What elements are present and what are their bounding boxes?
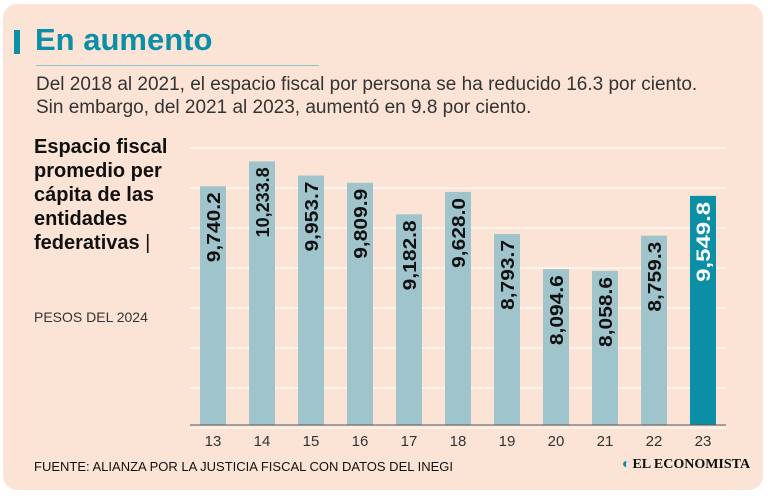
- subtitle-line-1: Del 2018 al 2021, el espacio fiscal por …: [36, 74, 698, 95]
- data-label: 8,058.6: [596, 277, 616, 347]
- brand-logo: ◐ EL ECONOMISTA: [622, 457, 750, 473]
- x-tick-label: 19: [499, 433, 516, 450]
- unit-label: PESOS DEL 2024: [34, 309, 148, 325]
- bar: [641, 235, 667, 425]
- data-label: 9,182.8: [400, 220, 420, 290]
- x-tick-label: 13: [205, 433, 222, 450]
- x-tick-label: 17: [401, 433, 418, 450]
- x-tick-label: 21: [597, 433, 614, 450]
- bar: [494, 233, 520, 425]
- x-tick-label: 22: [646, 433, 663, 450]
- bar: [592, 270, 618, 425]
- data-label: 8,094.6: [547, 275, 567, 345]
- bar: [298, 175, 324, 425]
- brand-mark-icon: ◐: [622, 457, 631, 472]
- data-label: 9,809.9: [351, 189, 371, 259]
- subtitle-line-2: Sin embargo, del 2021 al 2023, aumentó e…: [36, 97, 532, 118]
- bar: [249, 161, 275, 425]
- bar: [543, 269, 569, 425]
- bar: [347, 182, 373, 425]
- brand-name: EL ECONOMISTA: [632, 457, 751, 472]
- data-label: 10,233.8: [253, 167, 273, 237]
- side-title-text: Espacio fiscal promedio per cápita de la…: [34, 136, 168, 254]
- data-label: 9,740.2: [204, 192, 224, 262]
- source-note: FUENTE: ALIANZA POR LA JUSTICIA FISCAL C…: [34, 459, 453, 474]
- data-label: 8,759.3: [645, 242, 665, 312]
- title-accent-bar: [14, 30, 20, 54]
- bar: [690, 195, 716, 425]
- title-rule: [36, 65, 319, 66]
- side-title: Espacio fiscal promedio per cápita de la…: [34, 135, 194, 255]
- chart-subtitle: Del 2018 al 2021, el espacio fiscal por …: [36, 73, 756, 119]
- x-tick-label: 20: [548, 433, 565, 450]
- data-label: 9,628.0: [449, 198, 469, 268]
- data-label: 8,793.7: [498, 240, 518, 310]
- bar: [396, 214, 422, 425]
- side-title-separator: |: [139, 232, 151, 254]
- x-tick-label: 16: [352, 433, 369, 450]
- bar: [200, 186, 226, 425]
- data-label: 9,549.8: [694, 202, 715, 282]
- x-tick-label: 14: [254, 433, 271, 450]
- x-tick-label: 15: [303, 433, 320, 450]
- chart-card: [3, 4, 763, 490]
- bar: [445, 191, 471, 425]
- data-label: 9,953.7: [302, 182, 322, 252]
- x-tick-label: 18: [450, 433, 467, 450]
- chart-title: En aumento: [35, 22, 213, 57]
- x-tick-label: 23: [695, 433, 712, 450]
